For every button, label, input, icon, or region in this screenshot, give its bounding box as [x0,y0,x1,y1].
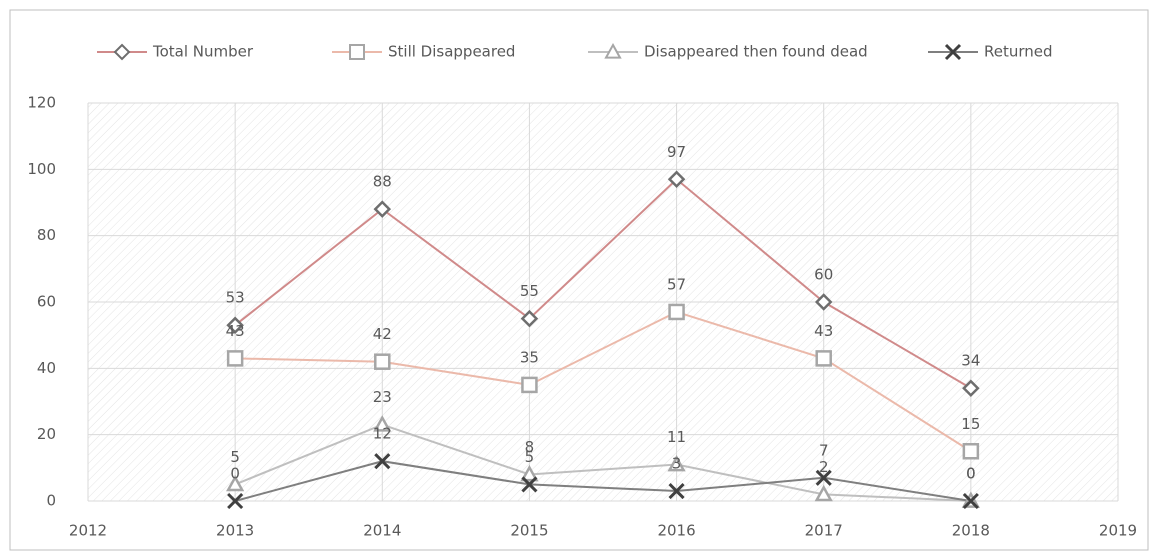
marker [944,43,962,61]
data-label: 15 [961,415,980,433]
marker [226,316,244,334]
legend-label: Returned [984,43,1053,61]
data-label: 43 [226,322,245,340]
data-label: 3 [672,455,682,473]
x-tick-label: 2018 [952,522,990,540]
marker [668,482,685,500]
marker [520,464,539,482]
y-tick-label: 60 [37,293,56,311]
marker [814,484,833,502]
data-label: 57 [667,275,686,293]
data-label: 5 [525,448,535,466]
data-label: 0 [966,465,976,483]
x-tick-label: 2014 [363,522,401,540]
marker [374,453,391,470]
marker [373,200,392,218]
data-label: 5 [230,448,240,466]
data-label: 12 [373,425,392,443]
x-tick-label: 2013 [216,522,254,540]
data-label: 53 [226,289,245,307]
y-tick-label: 20 [37,425,56,443]
marker [604,42,622,59]
marker [374,353,391,370]
x-tick-label: 2016 [657,522,695,540]
marker [521,476,538,493]
data-label: 8 [525,438,535,456]
x-tick-label: 2017 [805,522,843,540]
series-line [234,177,972,390]
marker [113,43,131,61]
marker [521,376,538,394]
x-tick-label: 2012 [69,522,107,540]
marker [226,350,244,367]
legend-label: Still Disappeared [388,43,515,61]
data-label: 7 [819,441,829,459]
data-label: 23 [373,388,392,406]
y-tick-label: 40 [37,359,56,377]
data-label: 2 [819,458,829,476]
data-label: 88 [373,173,392,191]
data-label: 11 [667,428,686,446]
marker [815,469,832,486]
y-tick-label: 80 [37,226,56,244]
x-tick-label: 2019 [1099,522,1137,540]
marker [962,443,980,460]
marker [962,492,979,510]
y-tick-label: 0 [46,492,56,510]
data-label: 97 [667,143,686,161]
data-label: 42 [373,325,392,343]
series-line [234,460,972,502]
data-label: 35 [520,348,539,366]
y-tick-label: 120 [27,94,56,112]
series-line [235,310,972,453]
data-label: 55 [520,282,539,300]
data-label: 43 [814,322,833,340]
x-tick-label: 2015 [510,522,548,540]
marker [668,303,685,321]
marker [373,415,392,432]
marker [349,44,365,60]
legend-label: Total Number [152,43,254,61]
data-label: 34 [961,352,980,370]
series-line [234,423,971,502]
marker [814,293,833,311]
chart-border [9,9,1149,551]
data-label: 0 [230,465,240,483]
marker [226,474,245,492]
marker [667,454,686,472]
marker [667,170,686,189]
marker [520,309,539,328]
data-label: 0 [966,465,976,483]
legend-label: Disappeared then found dead [644,43,868,61]
data-label: 60 [814,266,833,284]
y-tick-label: 100 [27,160,56,178]
marker [815,350,832,367]
marker [227,492,244,510]
marker [962,379,980,398]
